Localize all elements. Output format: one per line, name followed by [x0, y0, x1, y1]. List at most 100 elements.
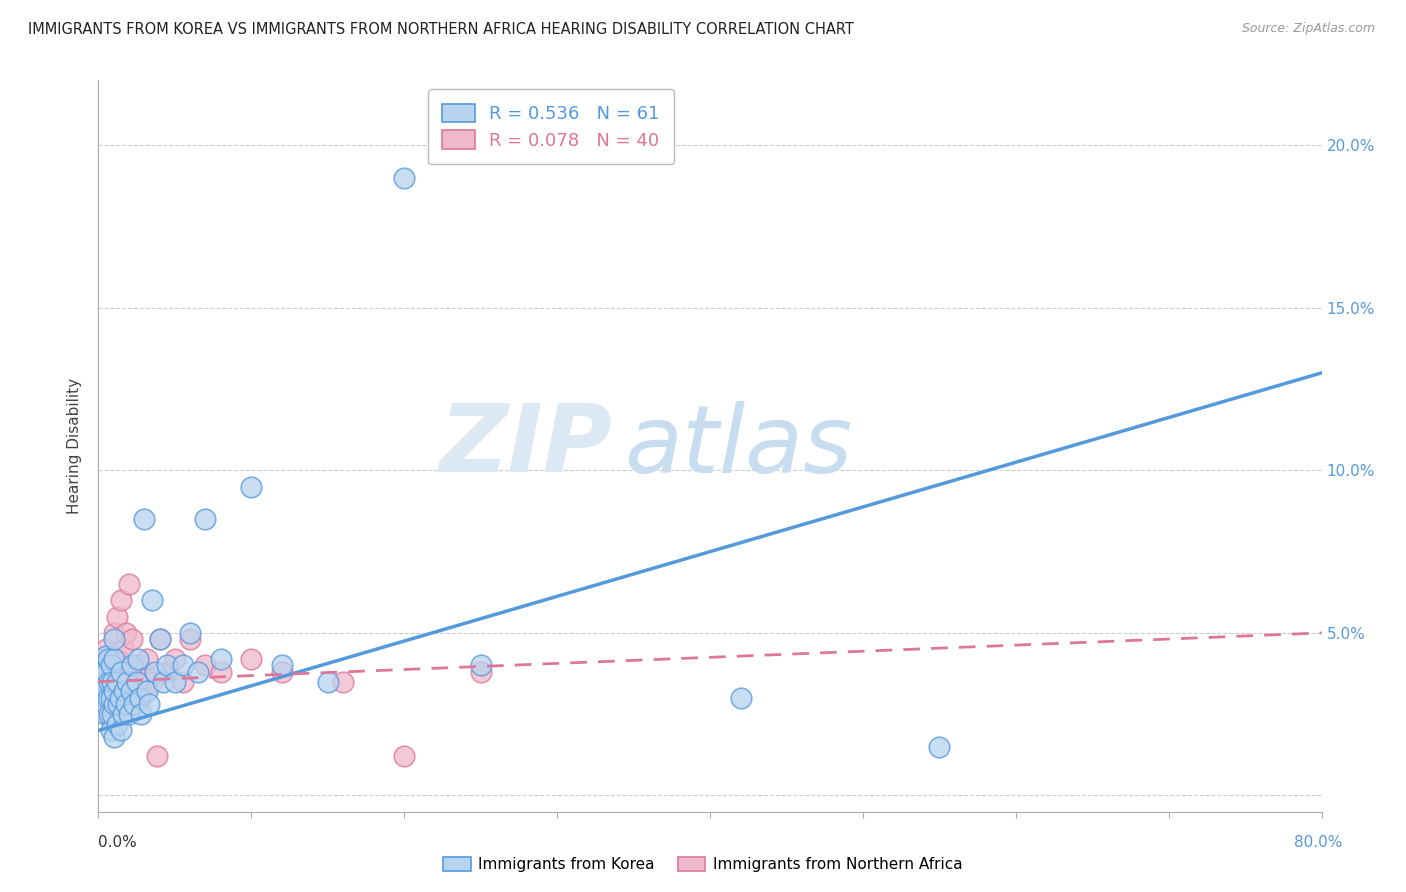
Point — [138, 698, 160, 712]
Point — [928, 739, 950, 754]
Point — [128, 690, 150, 705]
Point — [127, 652, 149, 666]
Point — [94, 642, 117, 657]
Point — [240, 652, 263, 666]
Point — [179, 626, 201, 640]
Text: IMMIGRANTS FROM KOREA VS IMMIGRANTS FROM NORTHERN AFRICA HEARING DISABILITY CORR: IMMIGRANTS FROM KOREA VS IMMIGRANTS FROM… — [28, 22, 853, 37]
Point — [470, 665, 492, 679]
Point — [94, 698, 117, 712]
Point — [730, 690, 752, 705]
Point — [141, 674, 163, 689]
Point — [270, 665, 292, 679]
Point — [112, 684, 135, 698]
Point — [125, 674, 148, 689]
Point — [392, 170, 416, 185]
Point — [107, 698, 129, 712]
Point — [149, 632, 172, 647]
Point — [105, 609, 128, 624]
Point — [110, 723, 132, 738]
Point — [101, 674, 124, 689]
Text: 0.0%: 0.0% — [98, 836, 138, 850]
Point — [94, 707, 117, 722]
Point — [122, 698, 145, 712]
Point — [120, 684, 142, 698]
Point — [100, 698, 122, 712]
Point — [121, 632, 143, 647]
Point — [94, 681, 117, 696]
Point — [98, 684, 121, 698]
Point — [94, 665, 117, 679]
Point — [100, 658, 122, 673]
Point — [93, 707, 115, 722]
Point — [107, 652, 129, 666]
Point — [240, 480, 263, 494]
Text: ZIP: ZIP — [439, 400, 612, 492]
Point — [118, 707, 141, 722]
Point — [163, 674, 186, 689]
Point — [97, 665, 120, 679]
Point — [143, 665, 166, 679]
Point — [145, 749, 167, 764]
Point — [209, 652, 232, 666]
Point — [270, 658, 292, 673]
Point — [91, 658, 114, 673]
Point — [90, 674, 112, 689]
Point — [111, 707, 134, 722]
Point — [129, 707, 152, 722]
Point — [101, 674, 124, 689]
Point — [93, 674, 115, 689]
Point — [194, 512, 217, 526]
Point — [101, 707, 124, 722]
Legend: R = 0.536   N = 61, R = 0.078   N = 40: R = 0.536 N = 61, R = 0.078 N = 40 — [427, 89, 673, 164]
Point — [108, 674, 131, 689]
Point — [105, 717, 128, 731]
Point — [127, 658, 149, 673]
Point — [332, 674, 354, 689]
Point — [115, 698, 138, 712]
Point — [187, 665, 209, 679]
Text: 80.0%: 80.0% — [1295, 836, 1343, 850]
Point — [149, 632, 172, 647]
Point — [134, 665, 156, 679]
Point — [118, 577, 141, 591]
Text: atlas: atlas — [624, 401, 852, 491]
Text: Source: ZipAtlas.com: Source: ZipAtlas.com — [1241, 22, 1375, 36]
Point — [103, 652, 125, 666]
Point — [100, 690, 122, 705]
Point — [117, 674, 139, 689]
Point — [172, 658, 194, 673]
Point — [121, 658, 143, 673]
Point — [179, 632, 201, 647]
Point — [117, 665, 139, 679]
Point — [100, 652, 122, 666]
Point — [97, 652, 120, 666]
Point — [100, 723, 122, 738]
Point — [141, 593, 163, 607]
Point — [98, 707, 121, 722]
Point — [111, 642, 134, 657]
Point — [91, 684, 114, 698]
Point — [156, 658, 179, 673]
Y-axis label: Hearing Disability: Hearing Disability — [67, 378, 83, 514]
Point — [93, 690, 115, 705]
Point — [136, 684, 159, 698]
Point — [152, 674, 174, 689]
Point — [124, 674, 146, 689]
Point — [134, 512, 156, 526]
Point — [105, 674, 128, 689]
Point — [108, 690, 131, 705]
Point — [94, 648, 117, 663]
Point — [90, 665, 112, 679]
Point — [209, 665, 232, 679]
Point — [103, 684, 125, 698]
Legend: Immigrants from Korea, Immigrants from Northern Africa: Immigrants from Korea, Immigrants from N… — [436, 849, 970, 880]
Point — [103, 632, 125, 647]
Point — [172, 674, 194, 689]
Point — [103, 698, 125, 712]
Point — [103, 626, 125, 640]
Point — [98, 674, 121, 689]
Point — [470, 658, 492, 673]
Point — [392, 749, 416, 764]
Point — [163, 652, 186, 666]
Point — [115, 626, 138, 640]
